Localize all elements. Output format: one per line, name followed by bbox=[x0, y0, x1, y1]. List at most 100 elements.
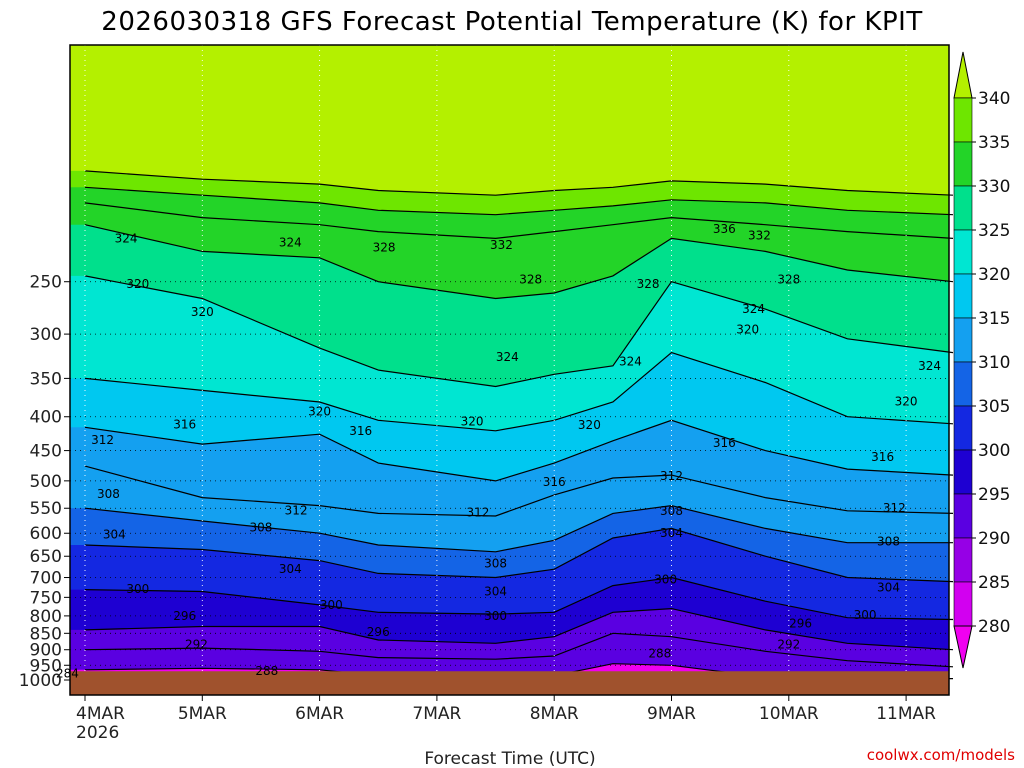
x-tick-label: 10MAR bbox=[759, 704, 819, 724]
contour-label: 320 bbox=[736, 322, 759, 336]
contour-label: 304 bbox=[103, 528, 126, 542]
x-tick-label: 11MAR bbox=[876, 704, 936, 724]
contour-label: 296 bbox=[789, 617, 812, 631]
y-tick-label: 750 bbox=[30, 588, 62, 608]
colorbar-tick-label: 315 bbox=[978, 309, 1010, 329]
contour-label: 332 bbox=[748, 229, 771, 243]
colorbar-tick-label: 300 bbox=[978, 441, 1010, 461]
credit-text: coolwx.com/models bbox=[867, 746, 1015, 764]
colorbar-swatch bbox=[953, 185, 973, 231]
y-tick-label: 650 bbox=[30, 547, 62, 567]
colorbar-swatch bbox=[953, 493, 973, 539]
x-axis-title: Forecast Time (UTC) bbox=[424, 749, 595, 768]
y-tick-label: 950 bbox=[30, 656, 62, 676]
colorbar: 340 335 330 325 320 315 310 305 300 295 290 285 280 bbox=[953, 51, 1010, 669]
y-tick-label: 400 bbox=[30, 408, 62, 428]
contour-label: 328 bbox=[637, 277, 660, 291]
contour-label: 320 bbox=[895, 394, 918, 408]
y-tick-label: 250 bbox=[30, 273, 62, 293]
y-tick-label: 600 bbox=[30, 524, 62, 544]
contour-label: 312 bbox=[660, 469, 683, 483]
colorbar-tick-label: 340 bbox=[978, 89, 1010, 109]
isentrope-296 bbox=[84, 607, 954, 651]
isentrope-300 bbox=[84, 576, 954, 621]
colorbar-tick-label: 280 bbox=[978, 617, 1010, 637]
x-tick-label: 4MAR bbox=[76, 704, 125, 724]
x-tick-label: 5MAR bbox=[178, 704, 227, 724]
colorbar-swatch bbox=[953, 317, 973, 363]
isentrope-316 bbox=[84, 419, 954, 482]
band-above-340 bbox=[70, 45, 953, 196]
contour-label: 324 bbox=[918, 359, 941, 373]
contour-label: 300 bbox=[654, 573, 677, 587]
y-tick-label: 550 bbox=[30, 499, 62, 519]
x-tick-label: 7MAR bbox=[412, 704, 461, 724]
contour-label: 308 bbox=[97, 487, 120, 501]
y-tick-label: 450 bbox=[30, 442, 62, 462]
contour-label: 320 bbox=[461, 415, 484, 429]
contour-label: 324 bbox=[496, 350, 519, 364]
x-tick-year: 2026 bbox=[76, 723, 119, 743]
contour-label: 292 bbox=[777, 637, 800, 651]
plot-area: 324 324 328 332 336 332 320 320 328 328 328 324 320 3… bbox=[56, 44, 954, 696]
contour-label: 324 bbox=[742, 302, 765, 316]
plot-frame bbox=[69, 44, 950, 696]
contour-label: 324 bbox=[619, 354, 642, 368]
colorbar-bottom-arrow bbox=[953, 625, 973, 669]
colorbar-tick-label: 285 bbox=[978, 573, 1010, 593]
colorbar-swatch bbox=[953, 273, 973, 319]
contour-label: 304 bbox=[279, 562, 302, 576]
y-tick-label: 1000 bbox=[19, 671, 62, 691]
contour-label: 328 bbox=[373, 241, 396, 255]
colorbar-tick-label: 320 bbox=[978, 265, 1010, 285]
colorbar-tick-label: 305 bbox=[978, 397, 1010, 417]
contour-label: 320 bbox=[578, 418, 601, 432]
contour-label: 332 bbox=[490, 238, 513, 252]
contour-label: 312 bbox=[285, 503, 308, 517]
colorbar-top-arrow bbox=[953, 51, 973, 99]
colorbar-tick-label: 290 bbox=[978, 529, 1010, 549]
isentrope-312 bbox=[84, 465, 954, 517]
y-tick-label: 800 bbox=[30, 607, 62, 627]
contour-label: 308 bbox=[249, 520, 272, 534]
contour-label: 304 bbox=[484, 585, 507, 599]
contour-label: 316 bbox=[871, 450, 894, 464]
contour-label: 316 bbox=[173, 418, 196, 432]
contour-label: 316 bbox=[349, 424, 372, 438]
contour-label: 288 bbox=[648, 647, 671, 661]
colorbar-swatch bbox=[953, 581, 973, 627]
contour-label: 324 bbox=[279, 235, 302, 249]
colorbar-swatch bbox=[953, 537, 973, 583]
contour-label: 320 bbox=[191, 305, 214, 319]
isentrope-328 bbox=[84, 224, 954, 300]
contour-label: 312 bbox=[467, 505, 490, 519]
contour-label: 328 bbox=[777, 272, 800, 286]
contour-label: 316 bbox=[713, 436, 736, 450]
contour-label: 312 bbox=[883, 501, 906, 515]
x-tick-label: 8MAR bbox=[530, 704, 579, 724]
isentrope-292 bbox=[84, 632, 954, 668]
x-tick-label: 6MAR bbox=[295, 704, 344, 724]
contour-label: 288 bbox=[255, 664, 278, 678]
isentrope-324 bbox=[84, 275, 954, 388]
contour-label: 292 bbox=[185, 637, 208, 651]
contour-label: 316 bbox=[543, 475, 566, 489]
y-tick-label: 300 bbox=[30, 325, 62, 345]
contour-label: 304 bbox=[660, 526, 683, 540]
colorbar-tick-label: 325 bbox=[978, 221, 1010, 241]
x-tick-label: 9MAR bbox=[647, 704, 696, 724]
contour-label: 336 bbox=[713, 222, 736, 236]
colorbar-swatch bbox=[953, 449, 973, 495]
y-tick-label: 850 bbox=[30, 624, 62, 644]
contour-label: 296 bbox=[367, 625, 390, 639]
isentrope-332 bbox=[84, 202, 954, 240]
contour-label: 320 bbox=[308, 405, 331, 419]
contour-label: 328 bbox=[519, 272, 542, 286]
colorbar-swatch bbox=[953, 229, 973, 275]
contour-label: 300 bbox=[126, 582, 149, 596]
y-tick-label: 500 bbox=[30, 472, 62, 492]
isentrope-304 bbox=[84, 527, 954, 583]
ground-surface bbox=[70, 671, 949, 695]
colorbar-swatch bbox=[953, 141, 973, 187]
